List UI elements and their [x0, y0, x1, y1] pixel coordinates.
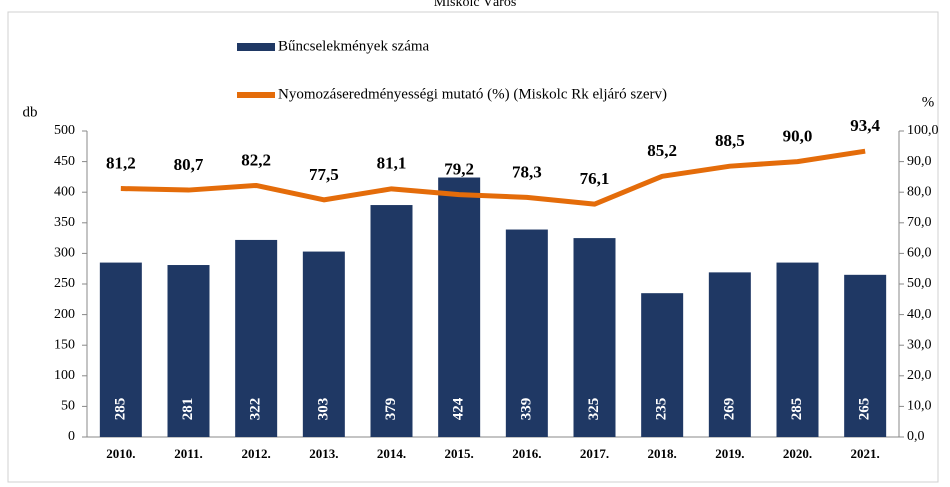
- y-tick-label: 500: [54, 123, 75, 138]
- bar-value-label: 265: [857, 398, 873, 421]
- chart: Miskolc Város db % 0 50 100 150 200 250 300 350…: [0, 0, 950, 487]
- line-value-label: 82,2: [241, 150, 271, 169]
- y2-tick-label: 70,0: [907, 215, 932, 230]
- legend-label: Nyomozáseredményességi mutató (%) (Misko…: [278, 86, 667, 102]
- x-tick-label: 2012.: [242, 446, 271, 461]
- line-value-label: 76,1: [580, 169, 610, 188]
- line-value-label: 85,2: [647, 141, 677, 160]
- bar-value-label: 285: [789, 398, 805, 421]
- x-tick-label: 2015.: [445, 446, 474, 461]
- y2-tick-label: 60,0: [907, 246, 932, 261]
- line-value-label: 77,5: [309, 165, 339, 184]
- bar-value-label: 285: [112, 398, 128, 421]
- bar-value-label: 379: [383, 398, 399, 421]
- bar-value-label: 339: [518, 398, 534, 421]
- line-value-label: 81,2: [106, 153, 136, 172]
- x-tick-label: 2020.: [783, 446, 812, 461]
- line-value-label: 79,2: [444, 160, 474, 179]
- x-tick-label: 2013.: [309, 446, 338, 461]
- y-tick-label: 150: [54, 337, 75, 352]
- y2-tick-label: 100,0: [907, 123, 939, 138]
- y2-tick-label: 0,0: [907, 429, 925, 444]
- y2-tick-label: 20,0: [907, 368, 932, 383]
- x-tick-label: 2018.: [648, 446, 677, 461]
- y2-tick-label: 80,0: [907, 184, 932, 199]
- bar-value-label: 322: [248, 398, 264, 421]
- bar-value-label: 281: [180, 398, 196, 421]
- x-tick-label: 2016.: [512, 446, 541, 461]
- line: [121, 151, 865, 204]
- y-tick-label: 50: [61, 399, 75, 414]
- y2-tick-label: 50,0: [907, 276, 932, 291]
- y-tick-label: 100: [54, 368, 75, 383]
- x-tick-label: 2021.: [851, 446, 880, 461]
- line-value-label: 78,3: [512, 162, 542, 181]
- bar-value-label: 235: [654, 398, 670, 421]
- y2-tick-label: 30,0: [907, 337, 932, 352]
- y-tick-label: 350: [54, 215, 75, 230]
- y2-axis-title: %: [922, 94, 935, 110]
- x-tick-label: 2019.: [715, 446, 744, 461]
- y-tick-label: 200: [54, 307, 75, 322]
- legend-label: Bűncselekmények száma: [278, 38, 430, 54]
- bar-value-label: 303: [315, 398, 331, 421]
- y-tick-label: 400: [54, 184, 75, 199]
- chart-title: Miskolc Város: [434, 0, 517, 10]
- line-value-label: 88,5: [715, 131, 745, 150]
- y-tick-label: 300: [54, 246, 75, 261]
- y-axis-title: db: [23, 104, 38, 120]
- x-tick-label: 2010.: [106, 446, 135, 461]
- line-value-label: 90,0: [783, 127, 813, 146]
- line-value-label: 81,1: [377, 154, 407, 173]
- line-value-label: 93,4: [850, 116, 880, 135]
- y2-tick-label: 90,0: [907, 154, 932, 169]
- y-tick-label: 250: [54, 276, 75, 291]
- bar-value-label: 424: [451, 397, 467, 420]
- x-tick-label: 2011.: [174, 446, 203, 461]
- x-tick-label: 2017.: [580, 446, 609, 461]
- line-value-label: 80,7: [174, 155, 204, 174]
- x-tick-label: 2014.: [377, 446, 406, 461]
- legend-swatch: [237, 43, 275, 51]
- y-tick-label: 450: [54, 154, 75, 169]
- bar-value-label: 269: [721, 398, 737, 421]
- bar-value-label: 325: [586, 398, 602, 421]
- y2-tick-label: 40,0: [907, 307, 932, 322]
- y2-tick-label: 10,0: [907, 399, 932, 414]
- y-tick-label: 0: [68, 429, 75, 444]
